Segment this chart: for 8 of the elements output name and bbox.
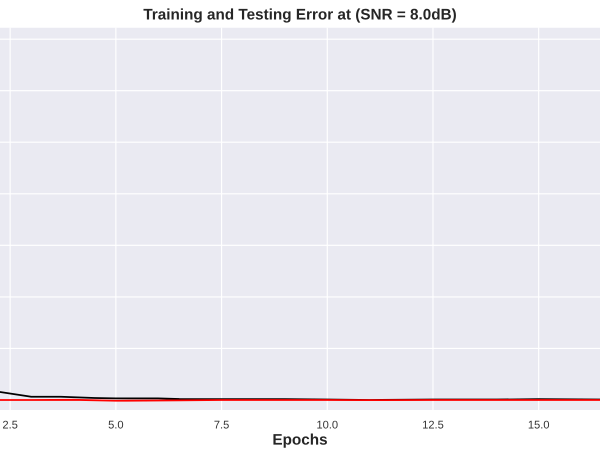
x-axis-title: Epochs <box>273 434 327 448</box>
x-tick-label: 2.5 <box>2 420 18 429</box>
chart-title: Training and Testing Error at (SNR = 8.0dB) <box>143 8 456 23</box>
x-tick-label: 15.0 <box>528 420 550 429</box>
x-tick-label: 10.0 <box>317 420 338 429</box>
x-tick-label: 12.5 <box>423 420 444 429</box>
x-tick-label: 5.0 <box>108 420 124 429</box>
x-tick-label: 7.5 <box>214 420 229 429</box>
